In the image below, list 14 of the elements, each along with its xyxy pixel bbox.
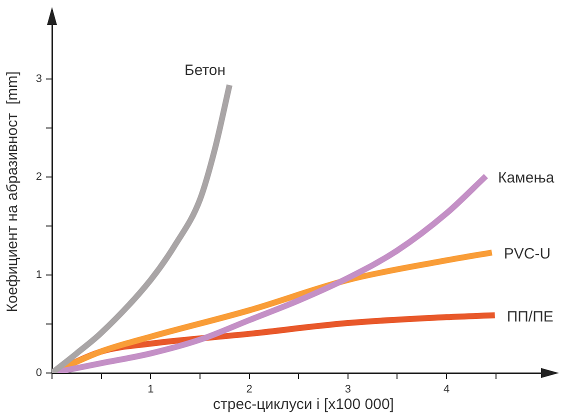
- series-label: PVC-U: [504, 246, 551, 263]
- x-tick-label: 3: [344, 384, 351, 396]
- y-tick-label: 3: [36, 73, 42, 86]
- series-label: ПП/ПЕ: [506, 308, 554, 326]
- y-tick-label: 2: [36, 171, 42, 184]
- y-axis-title: Коефициент на абразивност [mm]: [4, 71, 22, 312]
- y-tick-label: 0: [36, 367, 42, 380]
- x-tick-label: 1: [148, 384, 154, 396]
- series-label: Камења: [498, 169, 555, 186]
- x-tick-label: 2: [246, 384, 252, 396]
- x-axis-title: стрес-циклуси i [x100 000]: [213, 396, 394, 414]
- x-tick-label: 4: [443, 384, 450, 396]
- y-tick-label: 1: [36, 269, 42, 282]
- series-label: Бетон: [184, 62, 226, 80]
